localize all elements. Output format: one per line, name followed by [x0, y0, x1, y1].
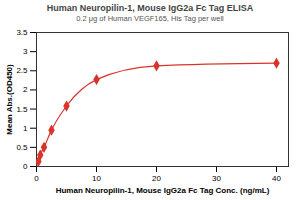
svg-text:0.5: 0.5	[16, 143, 28, 152]
svg-text:40: 40	[272, 174, 281, 183]
svg-text:2: 2	[23, 85, 28, 94]
html-text:0.2 μg of Human VEGF165, His T: 0.2 μg of Human VEGF165, His Tag per wel…	[76, 14, 224, 23]
svg-text:0: 0	[34, 174, 39, 183]
svg-text:1.5: 1.5	[16, 105, 28, 114]
svg-text:10: 10	[92, 174, 101, 183]
svg-text:2.5: 2.5	[16, 66, 28, 75]
svg-text:Mean Abs.(OD450): Mean Abs.(OD450)	[5, 64, 14, 135]
svg-text:0: 0	[23, 162, 28, 171]
svg-text:Human Neuropilin-1, Mouse IgG2: Human Neuropilin-1, Mouse IgG2a Fc Tag C…	[56, 186, 270, 195]
svg-text:1: 1	[23, 124, 28, 133]
svg-text:20: 20	[152, 174, 161, 183]
svg-text:3: 3	[23, 47, 28, 56]
svg-text:3.5: 3.5	[16, 28, 28, 37]
html-text:Human Neuropilin-1, Mouse IgG2: Human Neuropilin-1, Mouse IgG2a Fc Tag E…	[46, 3, 254, 13]
svg-text:30: 30	[212, 174, 221, 183]
